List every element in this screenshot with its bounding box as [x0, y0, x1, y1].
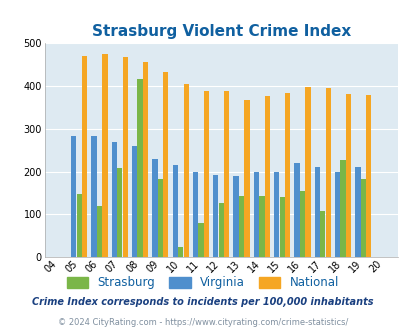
Bar — [314, 167, 319, 257]
Bar — [294, 163, 299, 257]
Bar — [284, 93, 290, 257]
Bar — [360, 179, 365, 257]
Bar — [97, 206, 102, 257]
Bar — [345, 94, 350, 257]
Bar — [77, 194, 81, 257]
Bar — [305, 87, 310, 257]
Bar — [233, 176, 238, 257]
Bar — [192, 172, 198, 257]
Bar — [213, 175, 218, 257]
Bar — [224, 91, 229, 257]
Bar — [158, 179, 163, 257]
Bar — [143, 62, 148, 257]
Legend: Strasburg, Virginia, National: Strasburg, Virginia, National — [62, 272, 343, 294]
Title: Strasburg Violent Crime Index: Strasburg Violent Crime Index — [92, 24, 350, 39]
Bar — [71, 136, 76, 257]
Bar — [137, 79, 143, 257]
Bar — [218, 203, 224, 257]
Bar — [365, 95, 371, 257]
Bar — [122, 57, 128, 257]
Bar — [163, 72, 168, 257]
Bar — [183, 83, 188, 257]
Bar — [325, 88, 330, 257]
Bar — [340, 160, 345, 257]
Bar — [172, 165, 177, 257]
Bar — [299, 191, 305, 257]
Bar — [259, 196, 264, 257]
Bar — [279, 197, 284, 257]
Bar — [198, 223, 203, 257]
Bar — [152, 159, 157, 257]
Bar — [264, 96, 269, 257]
Bar — [203, 91, 209, 257]
Bar — [354, 167, 360, 257]
Bar — [177, 247, 183, 257]
Bar — [117, 168, 122, 257]
Bar — [320, 211, 325, 257]
Bar — [334, 172, 339, 257]
Bar — [111, 142, 117, 257]
Bar — [82, 56, 87, 257]
Bar — [273, 172, 279, 257]
Bar — [244, 100, 249, 257]
Bar — [102, 54, 107, 257]
Bar — [253, 172, 258, 257]
Bar — [91, 136, 96, 257]
Text: © 2024 CityRating.com - https://www.cityrating.com/crime-statistics/: © 2024 CityRating.com - https://www.city… — [58, 318, 347, 327]
Bar — [132, 146, 137, 257]
Text: Crime Index corresponds to incidents per 100,000 inhabitants: Crime Index corresponds to incidents per… — [32, 297, 373, 307]
Bar — [238, 196, 244, 257]
